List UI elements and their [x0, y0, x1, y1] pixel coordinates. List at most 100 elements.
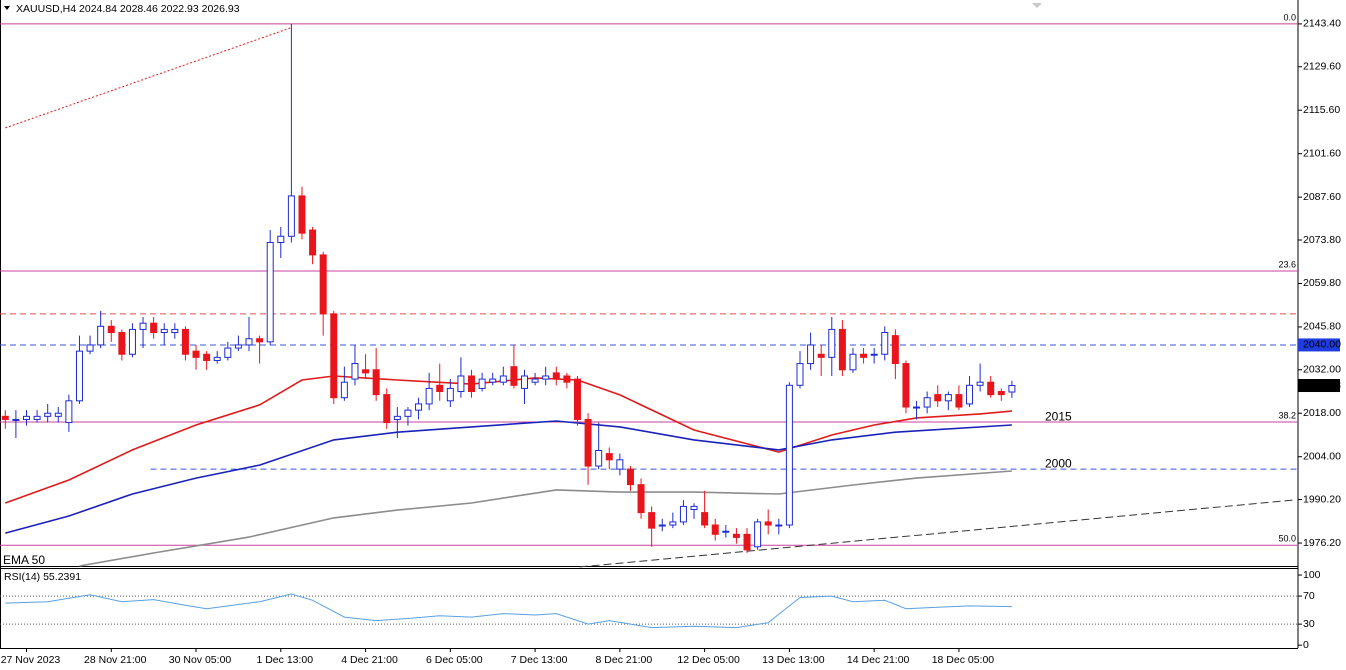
candle-body	[415, 403, 423, 411]
candle-body	[658, 524, 666, 527]
shift-marker	[1032, 3, 1042, 8]
candle-body	[139, 322, 147, 330]
candle-body	[499, 375, 507, 383]
candle-body	[203, 353, 211, 361]
candle-body	[785, 384, 793, 526]
candle-body	[150, 322, 158, 334]
candle-body	[468, 375, 476, 393]
candle-body	[934, 394, 942, 402]
candle-body	[573, 378, 581, 420]
candle-body	[955, 394, 963, 408]
candle-body	[44, 412, 52, 417]
candle-body	[701, 512, 709, 526]
x-tick-label: 8 Dec 21:00	[596, 654, 653, 666]
candle-body	[478, 378, 486, 389]
candle-body	[287, 195, 295, 237]
candle-body	[966, 384, 974, 405]
candle-body	[944, 394, 952, 402]
y-tick-label: 2045.80	[1303, 321, 1341, 333]
x-tick-label: 27 Nov 2023	[1, 654, 61, 666]
candle-body	[86, 344, 94, 352]
candle-body	[542, 375, 550, 380]
candle-body	[520, 375, 528, 389]
y-tick-label: 1990.20	[1303, 493, 1341, 505]
candle-body	[648, 512, 656, 529]
candle-body	[997, 391, 1005, 396]
price-box	[1298, 379, 1340, 393]
candle-body	[383, 394, 391, 424]
candle-body	[319, 254, 327, 315]
rsi-title: RSI(14) 55.2391	[4, 571, 81, 583]
candle-body	[584, 418, 592, 467]
candle-body	[436, 384, 444, 393]
candle-body	[128, 328, 136, 355]
x-tick-label: 13 Dec 13:00	[762, 654, 825, 666]
candle-body	[192, 350, 200, 358]
candle-body	[860, 353, 868, 358]
candle-body	[881, 332, 889, 355]
candle-body	[838, 328, 846, 371]
x-tick-label: 4 Dec 21:00	[341, 654, 398, 666]
candle-body	[489, 378, 497, 383]
candle-body	[12, 418, 20, 421]
rsi-tick-label: 30	[1303, 618, 1315, 630]
y-tick-label: 1976.20	[1303, 537, 1341, 549]
candle-body	[298, 195, 306, 234]
x-tick-label: 28 Nov 21:00	[84, 654, 147, 666]
rsi-tick-label: 100	[1303, 569, 1321, 581]
candle-body	[976, 381, 984, 386]
y-tick-label: 2059.80	[1303, 277, 1341, 289]
y-tick-label: 2129.60	[1303, 61, 1341, 73]
fib-label: 38.2	[1278, 410, 1296, 420]
candle-body	[891, 335, 899, 365]
rsi-line	[5, 593, 1012, 629]
rsi-tick-label: 70	[1303, 590, 1315, 602]
x-tick-label: 18 Dec 05:00	[932, 654, 995, 666]
x-tick-label: 12 Dec 05:00	[677, 654, 740, 666]
candle-body	[362, 369, 370, 374]
candle-body	[118, 332, 126, 355]
candle-body	[446, 387, 454, 402]
candle-body	[510, 366, 518, 386]
moving-average	[79, 470, 1012, 567]
candle-body	[1008, 385, 1016, 393]
candle-body	[987, 381, 995, 396]
candle-body	[340, 381, 348, 399]
candle-body	[732, 533, 740, 538]
x-tick-label: 6 Dec 05:00	[426, 654, 483, 666]
candle-body	[552, 372, 560, 380]
candle-body	[54, 412, 62, 417]
candle-body	[595, 450, 603, 467]
candle-body	[213, 356, 221, 361]
candle-body	[679, 505, 687, 523]
menu-triangle[interactable]	[4, 6, 10, 10]
y-tick-label: 2115.60	[1303, 104, 1340, 116]
candle-body	[234, 344, 242, 349]
x-tick-label: 1 Dec 13:00	[256, 654, 313, 666]
candle-body	[669, 521, 677, 526]
candle-body	[393, 415, 401, 420]
candle-body	[160, 328, 168, 334]
candle-body	[277, 235, 285, 243]
price-note: 2015	[1045, 410, 1072, 424]
x-tick-label: 7 Dec 13:00	[511, 654, 568, 666]
candle-body	[224, 347, 232, 358]
moving-average	[5, 420, 1012, 534]
candle-body	[923, 397, 931, 408]
price-box-label: 2040.00	[1303, 339, 1341, 351]
candle-body	[796, 363, 804, 386]
candle-body	[245, 338, 253, 346]
candle-body	[722, 530, 730, 533]
candle-body	[913, 406, 921, 409]
x-tick-label: 14 Dec 21:00	[847, 654, 910, 666]
candle-body	[351, 363, 359, 380]
fib-label: 0.0	[1283, 12, 1296, 22]
candle-body	[902, 363, 910, 408]
candle-body	[309, 229, 317, 256]
chart-title: XAUUSD,H4 2024.84 2028.46 2022.93 2026.9…	[16, 3, 240, 15]
candle-body	[637, 484, 645, 514]
price-box-label: 2026.93	[1303, 379, 1341, 391]
candle-body	[425, 387, 433, 405]
